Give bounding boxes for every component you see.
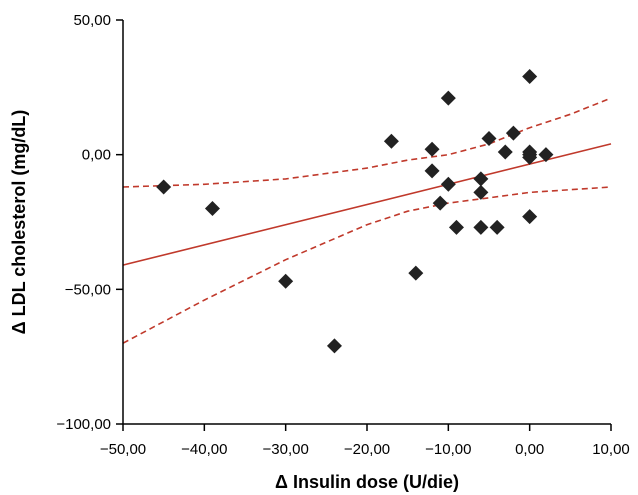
x-tick-label: −40,00 [181, 441, 227, 458]
confidence-lower-line [122, 186, 612, 344]
data-point [522, 69, 538, 85]
tick-marks [116, 19, 612, 431]
y-tick-label: −50,00 [65, 281, 111, 298]
data-point [204, 201, 220, 217]
data-point [424, 141, 440, 157]
data-point [473, 171, 489, 187]
regression-line [122, 143, 612, 266]
data-point [497, 144, 513, 160]
x-tick-label: 10,00 [592, 441, 630, 458]
plot-area [122, 69, 612, 354]
data-point [383, 133, 399, 149]
y-tick-label: −100,00 [56, 416, 111, 433]
data-point [408, 265, 424, 281]
x-axis-title: Δ Insulin dose (U/die) [275, 472, 459, 492]
data-point [538, 147, 554, 163]
x-tick-label: −10,00 [425, 441, 471, 458]
data-point [326, 338, 342, 354]
data-point [278, 273, 294, 289]
y-axis-title: Δ LDL cholesterol (mg/dL) [9, 110, 29, 335]
data-point [481, 131, 497, 147]
data-point [432, 195, 448, 211]
y-tick-label: 0,00 [82, 147, 111, 164]
data-point [522, 149, 538, 165]
x-tick-label: −30,00 [263, 441, 309, 458]
tick-labels: −50,00 −40,00 −30,00 −20,00 −10,00 0,00 10,00 −… [56, 12, 629, 458]
y-tick-label: 50,00 [73, 12, 111, 29]
data-point [505, 125, 521, 141]
x-tick-label: −20,00 [344, 441, 390, 458]
data-point [440, 90, 456, 106]
data-point [473, 219, 489, 235]
axes [122, 20, 611, 425]
confidence-upper-line [122, 97, 612, 188]
data-point [424, 163, 440, 179]
data-point [473, 184, 489, 200]
data-point [522, 209, 538, 225]
x-tick-label: 0,00 [515, 441, 544, 458]
data-point [489, 219, 505, 235]
data-point [156, 179, 172, 195]
x-tick-label: −50,00 [100, 441, 146, 458]
data-point [448, 219, 464, 235]
data-point [440, 176, 456, 192]
